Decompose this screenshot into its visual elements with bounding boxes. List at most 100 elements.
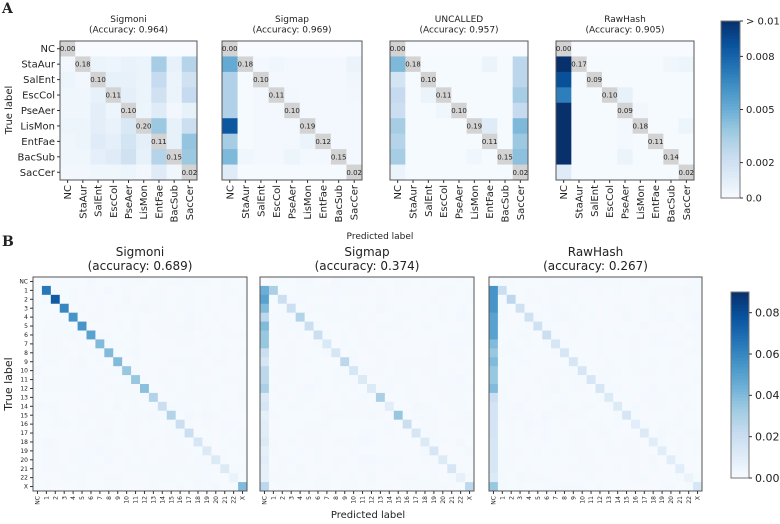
heatmap-cell: [175, 294, 185, 305]
heatmap-cell: [299, 133, 316, 150]
heatmap-cell: [113, 410, 123, 421]
heatmap-cell: [148, 384, 159, 394]
heatmap-cell: [482, 149, 498, 165]
heatmap-cell: [524, 339, 534, 349]
heatmap-cell: [639, 348, 650, 358]
heatmap-cell: [322, 303, 332, 314]
heatmap-cell: [41, 419, 52, 429]
heatmap-cell: [675, 277, 685, 287]
heatmap-cell: [639, 410, 650, 421]
heatmap-cell: [131, 303, 141, 314]
heatmap-cell: [420, 437, 430, 447]
heatmap-cell: [497, 330, 508, 340]
heatmap-cell: [693, 357, 703, 367]
heatmap-cell: [666, 392, 676, 403]
heatmap-cell: [632, 102, 649, 119]
heatmap-cell: [577, 375, 588, 385]
heatmap-cell: [577, 339, 588, 349]
heatmap-cell: [220, 437, 230, 447]
heatmap-cell: [489, 294, 499, 305]
heatmap-cell: [648, 384, 659, 394]
heatmap-cell: [375, 482, 386, 492]
heatmap-cell: [322, 446, 332, 456]
heatmap-cell: [286, 277, 297, 287]
heatmap-cell: [420, 464, 430, 474]
heatmap-cell: [384, 294, 395, 305]
heatmap-cell: [220, 392, 230, 403]
heatmap-cell: [202, 348, 212, 358]
heatmap-cell: [86, 410, 96, 421]
heatmap-cell: [402, 419, 412, 429]
heatmap-cell: [405, 149, 422, 165]
heatmap-cell: [571, 133, 588, 150]
x-tick-label: 21: [222, 496, 229, 504]
heatmap-cell: [211, 428, 221, 438]
x-tick-label: NC: [35, 496, 42, 505]
colorbar-segment: [721, 97, 740, 102]
heatmap-cell: [184, 384, 194, 394]
heatmap-cell: [229, 419, 239, 429]
heatmap-cell: [551, 339, 561, 349]
heatmap-cell: [295, 392, 305, 403]
heatmap-cell: [393, 348, 404, 358]
heatmap-cell: [466, 56, 483, 73]
heatmap-cell: [104, 428, 114, 438]
heatmap-cell: [268, 392, 279, 403]
heatmap-cell: [489, 348, 499, 358]
heatmap-cell: [41, 277, 52, 287]
heatmap-cell: [586, 428, 596, 438]
heatmap-cell: [229, 303, 239, 314]
heatmap-cell: [151, 87, 167, 104]
heatmap-cell: [104, 285, 114, 296]
heatmap-cell: [533, 446, 543, 456]
heatmap-cell: [90, 102, 107, 119]
heatmap-cell: [95, 330, 105, 340]
heatmap-cell: [411, 277, 421, 287]
heatmap-cell: [260, 312, 270, 322]
heatmap-cell: [86, 348, 96, 358]
heatmap-cell: [542, 277, 552, 287]
heatmap-cell: [451, 41, 468, 57]
heatmap-cell: [631, 482, 641, 492]
cell-value-label: 0.02: [182, 169, 198, 177]
heatmap-cell: [456, 428, 466, 438]
heatmap-cell: [657, 482, 667, 492]
heatmap-cell: [684, 482, 694, 492]
colorbar-segment: [731, 409, 749, 414]
heatmap-cell: [375, 277, 386, 287]
heatmap-cell: [68, 401, 78, 412]
heatmap-cell: [465, 384, 475, 394]
heatmap-cell: [436, 164, 452, 181]
heatmap-sigmap: Sigmap(accuracy: 0.374)NC 1 2 3 4 5 6 7 8 9 10 11 12…: [259, 245, 475, 505]
heatmap-cell: [295, 366, 305, 376]
heatmap-cell: [136, 41, 152, 57]
heatmap-cell: [104, 303, 114, 314]
heatmap-cell: [202, 392, 212, 403]
heatmap-cell: [447, 437, 457, 447]
heatmap-cell: [131, 428, 141, 438]
heatmap-cell: [41, 357, 52, 367]
heatmap-cell: [466, 149, 483, 165]
heatmap-cell: [639, 473, 650, 483]
heatmap-cell: [330, 133, 347, 150]
heatmap-cell: [586, 473, 596, 483]
heatmap-cell: [542, 482, 552, 492]
heatmap-cell: [560, 339, 570, 349]
heatmap-cell: [238, 294, 248, 305]
heatmap-cell: [120, 71, 137, 88]
colorbar-segment: [731, 440, 749, 445]
heatmap-cell: [358, 357, 368, 367]
heatmap-cell: [551, 303, 561, 314]
heatmap-cell: [506, 366, 517, 376]
heatmap-cell: [202, 366, 212, 376]
heatmap-cell: [211, 410, 221, 421]
heatmap-cell: [429, 482, 439, 492]
heatmap-cell: [515, 321, 525, 331]
heatmap-cell: [602, 164, 618, 181]
colorbar-segment: [721, 124, 740, 128]
heatmap-cell: [489, 392, 499, 403]
heatmap-cell: [429, 428, 439, 438]
heatmap-cell: [33, 401, 43, 412]
heatmap-cell: [184, 455, 194, 465]
